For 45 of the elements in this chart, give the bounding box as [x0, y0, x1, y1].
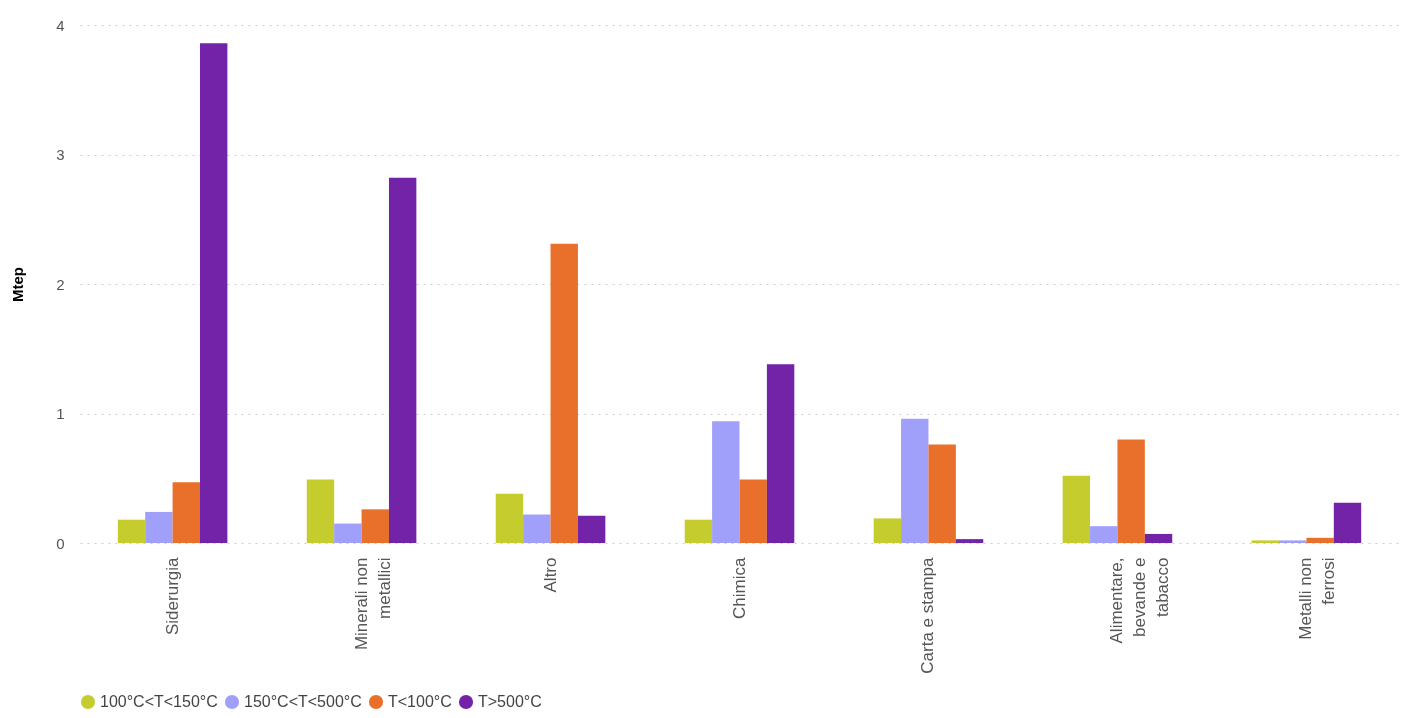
bar — [388, 177, 417, 543]
bar — [873, 518, 902, 543]
x-tick-label: Altro — [540, 557, 560, 593]
y-tick-label: 2 — [56, 275, 65, 293]
bar — [172, 482, 200, 543]
x-tick-label: Siderurgia — [162, 556, 182, 635]
bar — [766, 364, 795, 543]
legend-label: 100°C<T<150°C — [100, 693, 218, 710]
bar — [117, 519, 146, 543]
bar — [577, 515, 606, 543]
bar — [199, 43, 228, 543]
y-tick-label: 0 — [56, 534, 65, 552]
bar — [955, 539, 984, 543]
bar — [1279, 540, 1307, 543]
y-tick-label: 4 — [56, 16, 65, 34]
bar — [1144, 533, 1173, 543]
legend-label: 150°C<T<500°C — [244, 693, 362, 710]
bar — [306, 479, 335, 543]
bar — [1306, 537, 1334, 543]
bar — [1117, 439, 1145, 543]
y-axis-title: Mtep — [9, 267, 27, 302]
y-tick-label: 3 — [56, 146, 65, 163]
bar — [1251, 540, 1280, 543]
bar — [145, 511, 173, 543]
x-tick-label: Carta e stampa — [918, 556, 938, 674]
bar — [1090, 526, 1118, 543]
bar — [550, 243, 578, 543]
bar — [928, 444, 956, 543]
x-tick-label: Chimica — [729, 556, 749, 619]
bar — [712, 421, 740, 543]
bar — [334, 523, 362, 543]
x-tick-label: Metalli non ferrosi — [1296, 557, 1339, 640]
y-tick-label: 1 — [56, 405, 65, 422]
bar — [1062, 475, 1091, 543]
bar — [495, 493, 524, 543]
legend-label: T>500°C — [478, 693, 542, 710]
bar — [739, 479, 767, 543]
x-tick-label: Alimentare, bevande e tabacco — [1107, 557, 1173, 644]
x-tick-label: Minerali non metallici — [351, 557, 394, 651]
bar — [684, 519, 713, 543]
bar — [901, 418, 929, 543]
bar — [1333, 502, 1362, 543]
legend-label: T<100°C — [388, 693, 452, 710]
bar — [361, 509, 389, 543]
bar — [523, 514, 551, 543]
